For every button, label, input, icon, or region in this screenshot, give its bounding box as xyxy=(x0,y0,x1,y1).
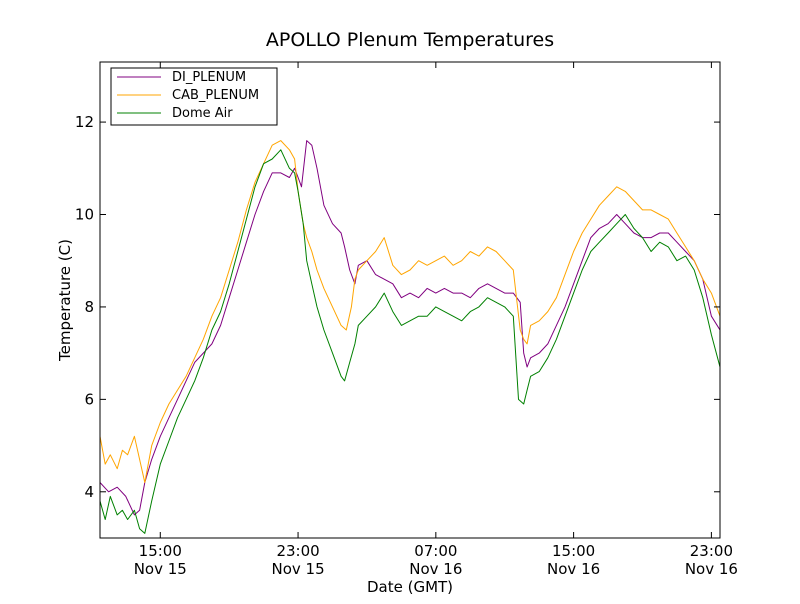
x-tick-date-label: Nov 16 xyxy=(409,560,462,578)
x-axis-label: Date (GMT) xyxy=(367,578,453,596)
y-tick-label: 4 xyxy=(84,483,94,501)
chart-title: APOLLO Plenum Temperatures xyxy=(266,29,554,51)
y-tick-label: 12 xyxy=(75,113,94,131)
x-tick-date-label: Nov 15 xyxy=(271,560,324,578)
x-tick-time-label: 15:00 xyxy=(139,542,182,560)
x-tick-time-label: 23:00 xyxy=(276,542,319,560)
x-tick-date-label: Nov 16 xyxy=(685,560,738,578)
legend-label: DI_PLENUM xyxy=(172,70,246,85)
series-layer xyxy=(100,140,720,534)
x-tick-date-label: Nov 16 xyxy=(547,560,600,578)
plot-area-frame xyxy=(99,61,721,539)
x-tick-time-label: 07:00 xyxy=(414,542,457,560)
y-axis-label: Temperature (C) xyxy=(56,239,74,362)
series-line-dome-air xyxy=(100,149,720,534)
x-tick-date-label: Nov 15 xyxy=(134,560,187,578)
legend-label: Dome Air xyxy=(172,106,233,121)
y-tick-label: 8 xyxy=(84,298,94,316)
y-tick-label: 6 xyxy=(84,390,94,408)
x-tick-time-label: 23:00 xyxy=(690,542,733,560)
x-tick-time-label: 15:00 xyxy=(552,542,595,560)
legend: DI_PLENUM CAB_PLENUM Dome Air xyxy=(110,67,278,126)
series-line-cab-plenum xyxy=(100,140,720,483)
legend-label: CAB_PLENUM xyxy=(172,88,259,103)
y-tick-label: 10 xyxy=(75,206,94,224)
